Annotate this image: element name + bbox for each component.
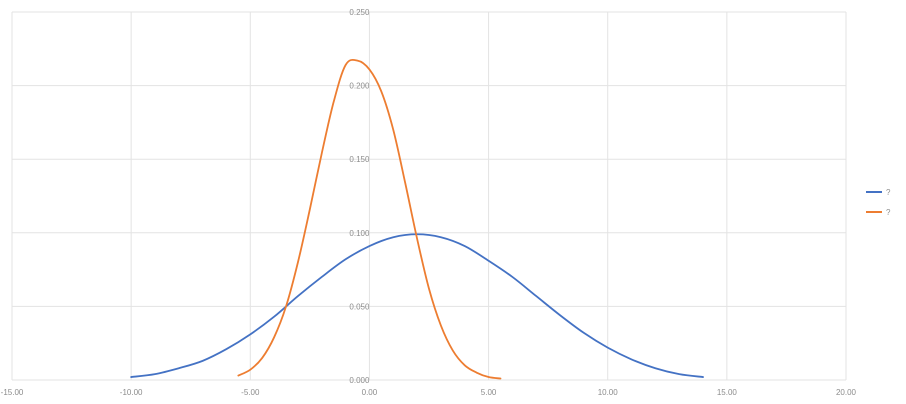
series-layer — [130, 58, 704, 380]
x-tick-label: 10.00 — [598, 388, 619, 397]
x-tick-label: 0.00 — [362, 388, 378, 397]
x-tick-label: 5.00 — [481, 388, 497, 397]
grid-layer — [11, 11, 847, 381]
legend-label: ? — [886, 188, 891, 197]
x-tick-label: 20.00 — [836, 388, 857, 397]
series-line-2 — [237, 58, 502, 380]
y-tick-label: 0.200 — [349, 82, 370, 91]
y-tick-label: 0.050 — [349, 302, 370, 311]
y-tick-label: 0.150 — [349, 155, 370, 164]
legend: ?? — [866, 188, 891, 217]
series-line-1 — [130, 233, 704, 378]
x-tick-label: -15.00 — [1, 388, 24, 397]
x-tick-label: 15.00 — [717, 388, 738, 397]
x-tick-label: -5.00 — [241, 388, 260, 397]
legend-label: ? — [886, 208, 891, 217]
y-tick-label: 0.000 — [349, 376, 370, 385]
x-tick-labels: -15.00 -10.00 -5.00 0.00 5.00 10.00 15.00 20.00 — [1, 388, 857, 397]
y-tick-label: 0.100 — [349, 229, 370, 238]
x-tick-label: -10.00 — [120, 388, 143, 397]
y-tick-label: 0.250 — [349, 8, 370, 17]
y-tick-labels: 0.000 0.050 0.100 0.150 0.200 0.250 — [349, 8, 370, 385]
